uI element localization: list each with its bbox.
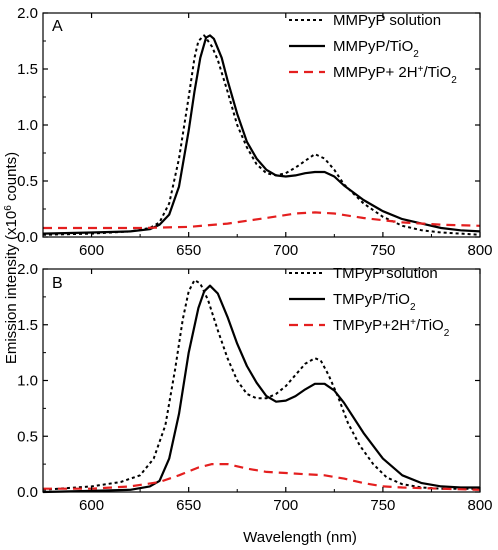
x-tick-label: 700 [273,497,298,514]
x-tick-label: 650 [176,497,201,514]
y-axis-title-part: counts) [3,152,20,205]
y-tick-label: 0.0 [17,229,38,246]
plot-frame [42,12,481,238]
y-tick-label: 1.0 [17,117,38,134]
y-tick-label: 2.0 [17,261,38,278]
series-line-2 [42,284,480,494]
legend-label-part: TMPyP/TiO [333,291,410,308]
y-axis-title: Emission intensity (x106 counts) [3,152,21,364]
x-tick-label: 750 [370,497,395,514]
legend-label: MMPyP+ 2H+/TiO2 [333,64,457,86]
series-line-1 [42,279,480,491]
y-tick-label: 0.5 [17,173,38,190]
panel-b: 600 650 700 750 800 0.0 0.5 1.0 1.5 2.0 B TMPyP sol… [17,261,492,514]
legend-label: TMPyP+2H+/TiO2 [333,317,450,339]
legend-label-part: TMPyP solution [333,265,438,282]
panel-label: B [52,275,63,292]
y-tick-label: 2.0 [17,5,38,22]
panel-label: A [52,18,63,35]
y-tick-label: 1.5 [17,61,38,78]
x-axis-title: Wavelength (nm) [243,529,357,546]
y-axis-title-part: 6 [3,205,14,211]
y-tick-label: 0.5 [17,428,38,445]
y-tick-label: 0.0 [17,484,38,501]
x-tick-label: 700 [273,242,298,259]
legend-label-part: 2 [410,302,416,313]
legend-label: TMPyP solution [333,265,438,282]
x-tick-label: 600 [79,497,104,514]
legend-label-part: TMPyP+2H [333,317,410,334]
series-line-3 [43,211,481,230]
legend-label-part: 2 [451,75,457,86]
panel-a: 600 650 700 750 800 0.0 0.5 1.0 1.5 2.0 A MMPyP sol… [17,5,492,259]
series-line-2 [42,34,481,235]
legend-label-part: 2 [444,328,450,339]
x-tick-label: 800 [467,497,492,514]
legend-label: MMPyP solution [333,12,441,29]
legend-label-part: MMPyP/TiO [333,38,413,55]
series-line-1 [42,34,481,236]
legend-label-part: MMPyP+ 2H [333,64,418,81]
y-tick-label: 1.0 [17,373,38,390]
y-tick-label: 1.5 [17,317,38,334]
legend-label-part: 2 [413,49,419,60]
legend-label: TMPyP/TiO2 [333,291,416,313]
x-tick-label: 650 [176,242,201,259]
legend-label-part: MMPyP solution [333,12,441,29]
legend-label-part: /TiO [416,317,444,334]
x-tick-label: 800 [467,242,492,259]
series-line-3 [43,463,481,491]
legend-label: MMPyP/TiO2 [333,38,419,60]
y-axis-title-part: Emission intensity (x10 [3,211,20,364]
legend-label-part: /TiO [423,64,451,81]
x-tick-label: 750 [370,242,395,259]
x-tick-label: 600 [79,242,104,259]
legend-label-part: + [410,317,416,328]
legend-label-part: + [418,64,424,75]
